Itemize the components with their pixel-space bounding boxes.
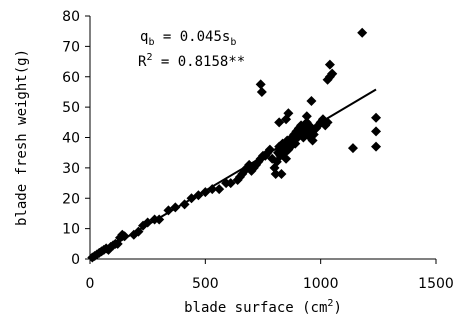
data-point bbox=[322, 74, 333, 85]
data-point bbox=[327, 68, 338, 79]
y-tick-label: 20 bbox=[62, 191, 80, 207]
data-point bbox=[347, 143, 358, 154]
trendline bbox=[89, 88, 377, 260]
data-point bbox=[301, 111, 312, 122]
data-point bbox=[270, 168, 281, 179]
data-point bbox=[255, 79, 266, 90]
data-point bbox=[256, 86, 267, 97]
y-tick-label: 70 bbox=[62, 39, 80, 55]
data-point bbox=[214, 184, 225, 195]
data-point bbox=[306, 96, 317, 107]
y-axis-label: blade fresh weight(g) bbox=[14, 49, 30, 226]
x-tick-label: 0 bbox=[86, 276, 95, 292]
equation-annotation: qb = 0.045sb bbox=[140, 29, 236, 48]
data-point bbox=[248, 162, 259, 173]
data-point bbox=[371, 126, 382, 137]
data-point bbox=[264, 144, 275, 155]
data-point bbox=[246, 165, 257, 176]
data-point bbox=[119, 231, 130, 242]
trendline-group bbox=[89, 88, 377, 260]
data-point bbox=[324, 59, 335, 70]
y-tick-label: 80 bbox=[62, 9, 80, 25]
y-tick-label: 50 bbox=[62, 100, 80, 116]
x-tick-label: 1000 bbox=[303, 276, 339, 292]
y-tick-label: 10 bbox=[62, 222, 80, 238]
y-tick-label: 60 bbox=[62, 70, 80, 86]
x-axis-label: blade surface (cm2) bbox=[184, 298, 342, 316]
x-tick-label: 500 bbox=[192, 276, 219, 292]
y-tick-label: 40 bbox=[62, 131, 80, 147]
r2-annotation: R2 = 0.8158** bbox=[138, 52, 245, 70]
data-point bbox=[207, 184, 218, 195]
y-tick-label: 30 bbox=[62, 161, 80, 177]
x-tick-label: 1500 bbox=[418, 276, 454, 292]
data-point bbox=[357, 27, 368, 38]
labels: qb = 0.045sb R2 = 0.8158** blade surface (… bbox=[14, 29, 342, 316]
ticks: 0 10 20 30 40 50 60 70 80 0 500 1000 1500 bbox=[62, 9, 454, 292]
data-point bbox=[304, 120, 315, 131]
data-point bbox=[371, 112, 382, 123]
data-point bbox=[276, 168, 287, 179]
data-point bbox=[281, 153, 292, 164]
data-point bbox=[274, 117, 285, 128]
y-tick-label: 0 bbox=[71, 252, 80, 268]
data-point bbox=[371, 141, 382, 152]
